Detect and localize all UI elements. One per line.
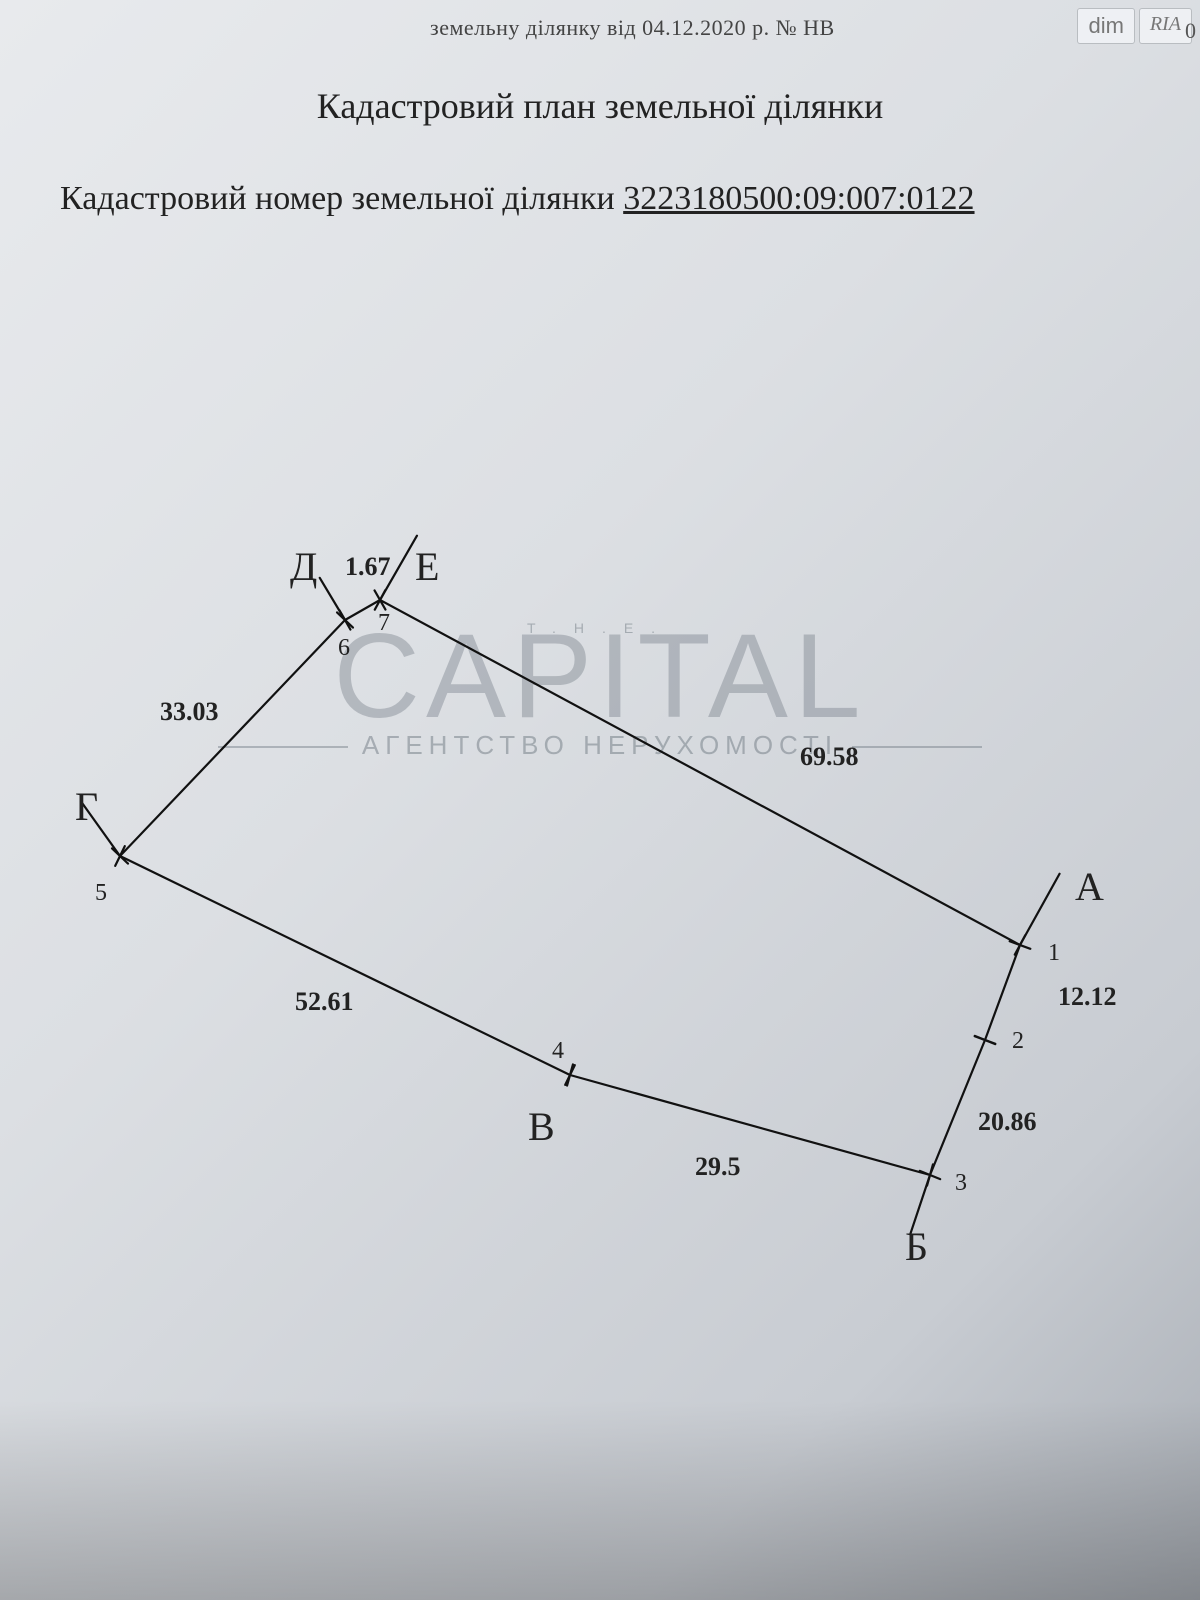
svg-text:52.61: 52.61 <box>295 987 354 1016</box>
svg-text:В: В <box>528 1104 555 1149</box>
svg-text:Д: Д <box>290 544 317 589</box>
svg-text:Г: Г <box>75 784 98 829</box>
plot-labels: 69.58 12.12 20.86 29.5 52.61 33.03 1.67 А 1 2 Б 3 В 4… <box>75 544 1117 1269</box>
svg-text:33.03: 33.03 <box>160 697 219 726</box>
svg-text:12.12: 12.12 <box>1058 982 1117 1011</box>
svg-text:20.86: 20.86 <box>978 1107 1037 1136</box>
svg-text:29.5: 29.5 <box>695 1152 741 1181</box>
svg-text:Е: Е <box>415 544 439 589</box>
cadastral-diagram: 69.58 12.12 20.86 29.5 52.61 33.03 1.67 А 1 2 Б 3 В 4… <box>0 0 1200 1600</box>
svg-text:2: 2 <box>1012 1028 1024 1054</box>
svg-text:6: 6 <box>338 635 350 661</box>
header-tail: 0 <box>1185 18 1196 44</box>
svg-text:69.58: 69.58 <box>800 742 859 771</box>
svg-text:1: 1 <box>1048 940 1060 966</box>
plot-lines <box>83 536 1060 1234</box>
svg-text:5: 5 <box>95 880 107 906</box>
svg-text:4: 4 <box>552 1038 564 1064</box>
svg-text:Б: Б <box>905 1224 928 1269</box>
badge-dim: dim <box>1077 8 1134 44</box>
site-badges: dim RIA <box>1077 8 1192 44</box>
plot-ticks <box>112 590 1030 1185</box>
svg-text:7: 7 <box>378 610 390 636</box>
document-page: земельну ділянку від 04.12.2020 р. № НВ … <box>0 0 1200 1600</box>
svg-text:3: 3 <box>955 1170 967 1196</box>
svg-text:1.67: 1.67 <box>345 552 391 581</box>
svg-text:А: А <box>1075 864 1104 909</box>
